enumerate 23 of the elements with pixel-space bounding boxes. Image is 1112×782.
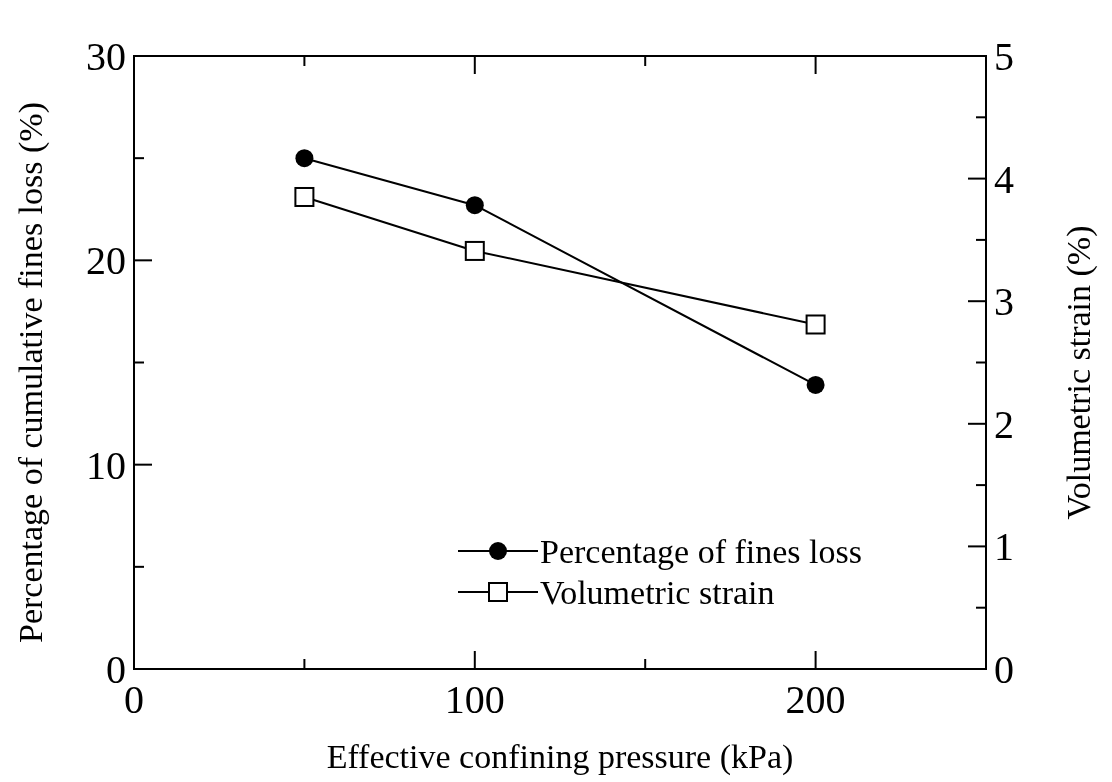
y-tick-label: 20 [86,238,126,284]
y-tick-label: 0 [106,647,126,692]
point [295,149,314,168]
x-tick-label: 100 [444,677,505,722]
y2-tick-label: 1 [994,524,1014,570]
y2-tick-label: 4 [994,156,1014,202]
point [294,186,315,207]
y2-axis-title: Volumetric strain (%) [1060,225,1098,520]
y2-tick-label: 0 [994,647,1014,692]
y-tick-label: 30 [86,34,126,79]
y2-tick-label: 3 [994,279,1014,325]
y2-tick-label: 5 [994,34,1014,79]
x-axis-title: Effective confining pressure (kPa) [326,738,794,776]
y-tick-label: 10 [86,442,126,488]
x-tick-label: 200 [785,677,846,722]
point [465,196,484,215]
point [806,375,825,394]
point [805,314,826,335]
legend-label: Volumetric strain [540,574,775,611]
point [464,240,485,261]
y2-tick-label: 2 [994,401,1014,447]
legend-label: Percentage of fines loss [540,533,862,570]
y-axis-title: Percentage of cumulative fines loss (%) [12,102,50,643]
